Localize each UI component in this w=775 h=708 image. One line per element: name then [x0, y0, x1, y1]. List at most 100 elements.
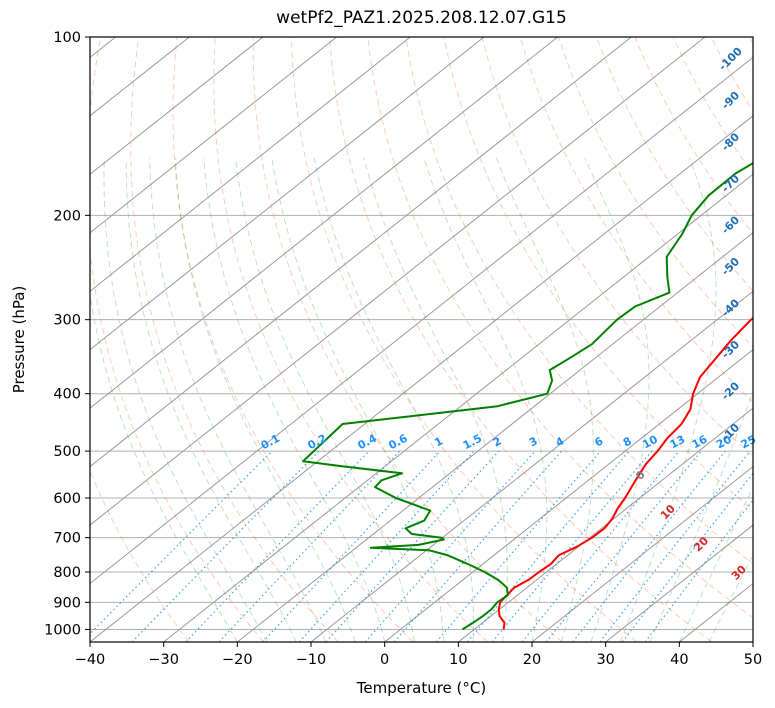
theta-e-label: -100	[716, 44, 745, 73]
y-tick-label: 100	[53, 30, 81, 46]
mixing-ratio-line	[298, 450, 475, 642]
isotherm-line	[163, 173, 753, 642]
theta-e-label: -30	[719, 338, 742, 361]
dry-adiabat	[329, 37, 713, 642]
y-tick-label: 1000	[44, 622, 81, 638]
mixing-ratio-line	[545, 450, 702, 642]
mixing-ratio-label: 1	[432, 434, 445, 449]
isotherm-line	[679, 582, 753, 642]
mixing-ratio-label: 6	[592, 434, 605, 449]
isotherm-line	[90, 37, 485, 351]
x-tick-label: −40	[75, 652, 106, 668]
x-axis-label: Temperature (°C)	[356, 679, 486, 697]
y-tick-label: 600	[53, 491, 81, 507]
dry-adiabat	[367, 37, 753, 619]
y-tick-label: 900	[53, 595, 81, 611]
moist-adiabat	[174, 157, 356, 642]
mixing-ratio-label: 25	[739, 433, 759, 452]
x-tick-label: −10	[296, 652, 327, 668]
dry-adiabat	[558, 37, 753, 348]
y-axis-label: Pressure (hPa)	[10, 286, 28, 394]
moist-adiabat	[125, 157, 297, 642]
reference-labels: 0.1 0.2 0.4 0.6 1 1.5 2 3 4 6 8 10 13 16 20 25-100-90-8…	[259, 44, 759, 582]
x-tick-label: 40	[670, 652, 688, 668]
mixing-ratio-label: 20	[714, 433, 734, 452]
temperature-profile	[497, 317, 753, 630]
chart-title: wetPf2_PAZ1.2025.208.12.07.G15	[276, 8, 567, 28]
isotherm-line	[531, 465, 753, 642]
mixing-ratio-label: 16	[690, 433, 710, 452]
dry-adiabat	[90, 469, 190, 642]
dry-adiabat	[634, 37, 753, 235]
moist-adiabat	[203, 157, 386, 642]
x-tick-label: 10	[449, 652, 467, 668]
dry-adiabat	[481, 37, 753, 457]
y-tick-label: 400	[53, 387, 81, 403]
moist-adiabat	[678, 485, 753, 642]
theta-e-label: -90	[719, 89, 742, 112]
isotherm-line	[458, 407, 753, 642]
moist-adiabat	[363, 157, 508, 642]
moist-adiabat	[423, 157, 548, 642]
moist-adiabat	[90, 291, 238, 642]
sounding-profiles	[302, 161, 753, 631]
dry-adiabat	[172, 37, 414, 642]
moist-adiabat	[103, 157, 268, 642]
y-tick-label: 500	[53, 444, 81, 460]
x-tick-label: 30	[596, 652, 614, 668]
mixing-ratio-line	[435, 450, 601, 642]
moist-adiabat	[495, 157, 594, 642]
mixing-ratio-label: 13	[668, 433, 688, 452]
isotherm-line	[90, 37, 706, 526]
theta-e-label: -70	[719, 172, 742, 195]
isotherm-line	[90, 56, 753, 585]
mixing-ratio-line	[572, 450, 726, 642]
moist-adiabat	[235, 157, 415, 642]
plot-frame	[89, 36, 754, 643]
theta-e-label: -80	[719, 130, 742, 153]
moist-adiabat	[313, 157, 474, 642]
mixing-ratio-label: 0.1	[259, 432, 282, 453]
isotherm-line	[384, 349, 753, 642]
theta-e-label: -60	[719, 213, 742, 236]
dry-adiabat	[443, 37, 753, 511]
x-tick-label: 0	[380, 652, 389, 668]
moist-adiabat	[584, 157, 650, 642]
isotherm-line	[90, 37, 632, 468]
mixing-ratio-line	[364, 450, 536, 642]
mixing-ratio-line	[325, 450, 500, 642]
isotherm-line	[90, 37, 558, 409]
theta-e-label: -20	[719, 379, 742, 402]
dry-adiabat	[130, 37, 339, 642]
isotherm-label: 20	[691, 534, 711, 554]
mixing-ratio-line	[185, 450, 370, 642]
dry-adiabat	[519, 37, 753, 403]
axes: −40 −30 −20 −10 0 10 20 30 40 5010020030040050060…	[10, 30, 762, 697]
moist-adiabat	[271, 157, 445, 642]
isotherm-line	[605, 524, 753, 642]
isotherm-line	[90, 37, 264, 175]
dry-adiabat	[596, 37, 753, 292]
mixing-ratio-line	[90, 450, 273, 635]
mixing-ratio-line	[131, 450, 320, 642]
isotherm-line	[90, 37, 190, 117]
dry-adiabat	[252, 37, 563, 642]
theta-e-label: -40	[719, 296, 742, 319]
mixing-ratio-line	[644, 499, 753, 642]
dewpoint-profile	[302, 161, 753, 631]
reference-lines	[90, 37, 753, 642]
isotherm-line	[90, 115, 753, 642]
moist-adiabat	[619, 157, 717, 642]
mixing-ratio-line	[393, 450, 563, 642]
mixing-ratio-line	[467, 450, 630, 642]
x-tick-label: 50	[744, 652, 762, 668]
dry-adiabat	[213, 37, 488, 642]
isotherm-label: 10	[658, 502, 678, 522]
isotherm-line	[237, 232, 753, 642]
moist-adiabat	[708, 553, 753, 642]
isotherm-line	[90, 37, 411, 292]
x-tick-label: 20	[523, 652, 541, 668]
y-tick-label: 700	[53, 531, 81, 547]
mixing-ratio-label: 3	[527, 434, 540, 449]
moist-adiabat	[149, 157, 327, 642]
